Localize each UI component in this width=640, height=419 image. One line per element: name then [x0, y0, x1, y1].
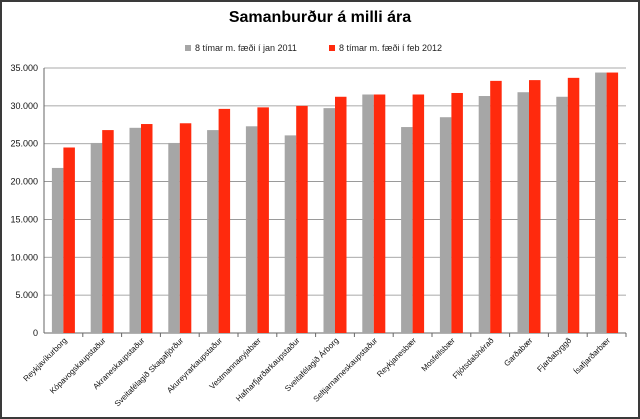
bar-2012: [296, 105, 308, 333]
y-tick-label: 10.000: [10, 252, 38, 262]
y-tick-label: 0: [33, 328, 38, 338]
bar-2011: [517, 92, 529, 333]
y-tick-label: 35.000: [10, 63, 38, 73]
bar-2012: [102, 130, 114, 333]
bar-2012: [490, 80, 502, 333]
x-category-label: Hafnarfjarðarkaupstaður: [234, 336, 302, 404]
bar-2011: [245, 126, 258, 333]
bar-2011: [556, 96, 568, 334]
legend-swatch-2012: [329, 45, 335, 51]
chart-title: Samanburður á milli ára: [228, 9, 412, 26]
bar-2012: [606, 72, 619, 334]
y-tick-label: 25.000: [10, 139, 38, 149]
bar-2012: [218, 108, 231, 333]
y-tick-label: 5.000: [15, 290, 38, 300]
x-category-label: Sveitafélagið Skagafjörður: [113, 336, 186, 409]
bar-2012: [567, 77, 580, 333]
bar-2012: [335, 96, 347, 334]
bar-2012: [412, 94, 425, 333]
bar-2012: [63, 147, 75, 333]
legend-swatch-2011: [185, 45, 191, 51]
x-category-label: Ísafjarðarbær: [572, 336, 612, 376]
bar-2012: [451, 92, 463, 333]
x-category-label: Seltjarnarneskaupstaður: [312, 336, 380, 404]
bar-2011: [595, 72, 607, 334]
bar-2011: [284, 135, 297, 333]
legend-label-2012: 8 tímar m. fæði í feb 2012: [339, 43, 443, 53]
bar-2012: [179, 123, 192, 334]
legend-label-2011: 8 tímar m. fæði í jan 2011: [195, 43, 297, 53]
bar-2012: [257, 107, 269, 333]
x-category-label: Fljótsdalshérað: [451, 336, 496, 381]
bar-2011: [129, 127, 141, 333]
bar-2012: [141, 124, 153, 334]
x-category-label: Fjarðabyggð: [535, 336, 573, 374]
bar-2011: [323, 108, 335, 333]
bar-2011: [51, 167, 64, 333]
y-tick-label: 20.000: [10, 177, 38, 187]
bar-2011: [439, 117, 452, 333]
bar-2011: [168, 142, 180, 333]
legend-item-2012: 8 tímar m. fæði í feb 2012: [329, 43, 442, 53]
bar-2011: [90, 142, 103, 333]
bar-2012: [529, 80, 541, 333]
bar-2011: [401, 127, 413, 333]
bar-2011: [207, 130, 219, 333]
x-category-label: Garðabær: [502, 336, 534, 368]
x-category-label: Mosfellsbær: [420, 336, 457, 373]
y-tick-label: 15.000: [10, 214, 38, 224]
bar-2011: [362, 94, 374, 333]
bar-2011: [478, 96, 491, 333]
chart-legend: 8 tímar m. fæði í jan 2011 8 tímar m. fæ…: [0, 43, 640, 57]
x-category-label: Reykjanesbær: [375, 336, 418, 379]
legend-item-2011: 8 tímar m. fæði í jan 2011: [185, 43, 297, 53]
bar-2012: [373, 94, 386, 333]
y-tick-label: 30.000: [10, 101, 38, 111]
